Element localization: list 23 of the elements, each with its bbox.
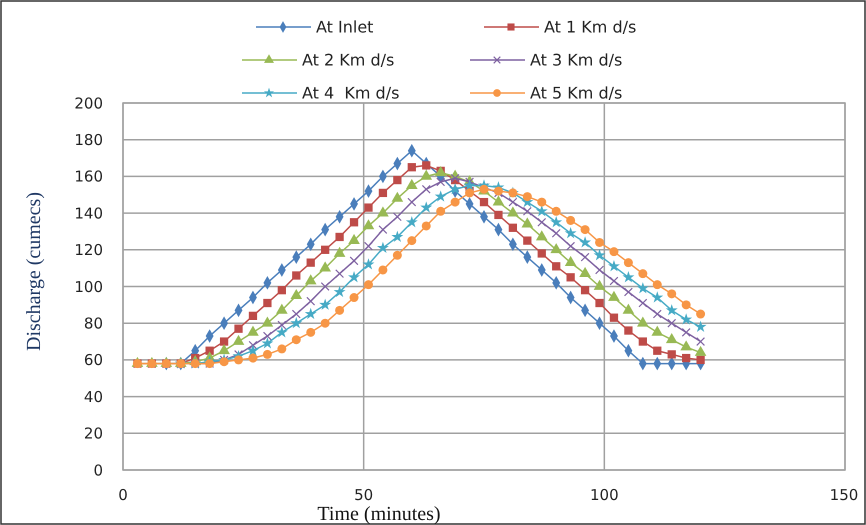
legend-label: At Inlet [316, 18, 374, 37]
y-tick-label: 180 [74, 130, 103, 149]
legend-label: At 4 Km d/s [302, 84, 400, 103]
y-tick-label: 0 [93, 461, 103, 480]
y-tick-label: 100 [74, 278, 103, 296]
x-axis-title: Time (minutes) [317, 503, 441, 525]
y-tick-label: 200 [74, 94, 103, 112]
y-axis-title: Discharge (cumecs) [23, 192, 45, 352]
legend-label: At 5 Km d/s [530, 84, 622, 103]
y-tick-label: 160 [74, 168, 103, 186]
x-tick-label: 100 [590, 486, 619, 504]
x-tick-label: 0 [118, 486, 128, 504]
x-tick-label: 150 [830, 486, 858, 504]
legend-label: At 3 Km d/s [530, 50, 622, 70]
y-tick-label: 20 [84, 424, 103, 443]
legend-label: At 1 Km d/s [544, 18, 636, 37]
y-tick-label: 120 [74, 241, 103, 260]
y-tick-label: 140 [74, 204, 103, 222]
y-tick-label: 60 [84, 351, 103, 370]
x-tick-label: 50 [354, 486, 374, 504]
y-tick-label: 40 [84, 388, 103, 406]
legend-label: At 2 Km d/s [302, 50, 394, 70]
y-tick-label: 80 [84, 314, 103, 332]
